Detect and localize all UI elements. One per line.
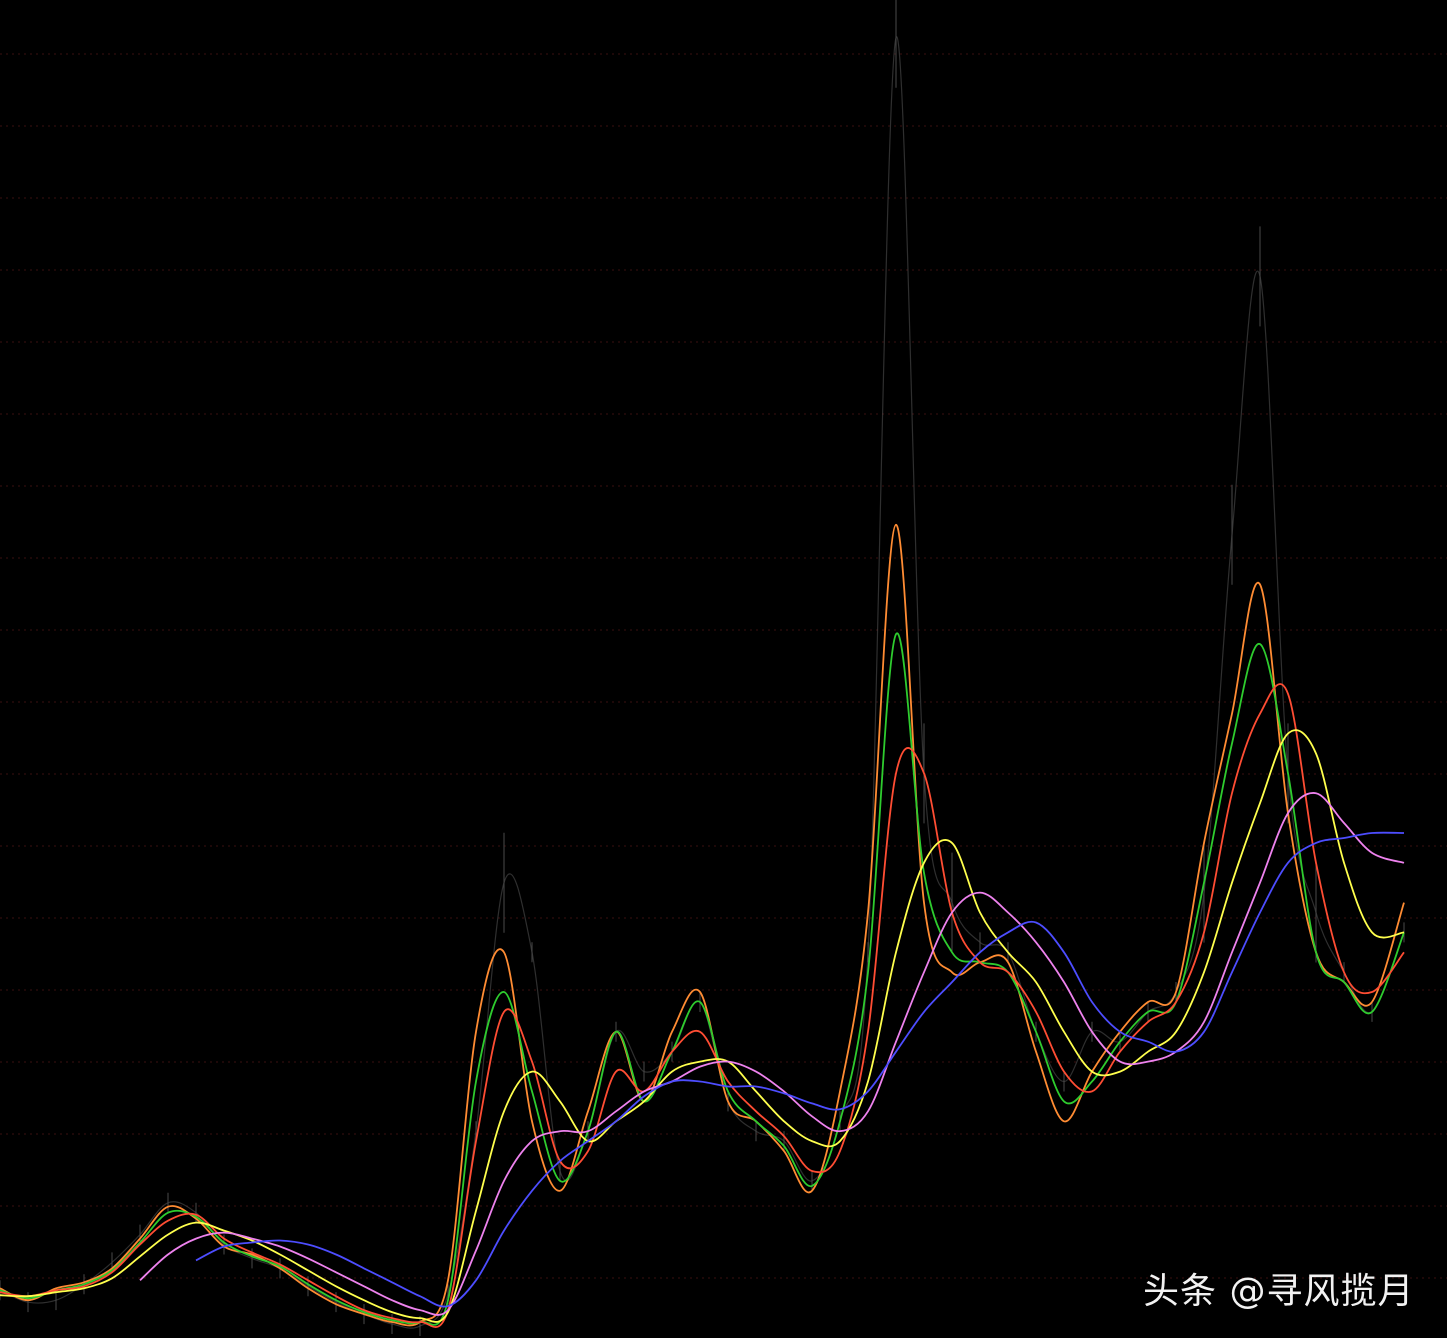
grid-lines [0,53,1447,1279]
price-line [0,36,1405,1329]
price-volatility [0,0,1405,1337]
series-line-2 [0,632,1405,1326]
series-line-4 [0,729,1405,1323]
series-line-5 [139,792,1405,1316]
watermark-text: 头条 @寻风揽月 [1143,1271,1415,1312]
series-line-3 [0,683,1405,1328]
series-line-1 [0,523,1405,1327]
series-line-6 [195,831,1405,1308]
moving-average-lines [0,523,1405,1328]
